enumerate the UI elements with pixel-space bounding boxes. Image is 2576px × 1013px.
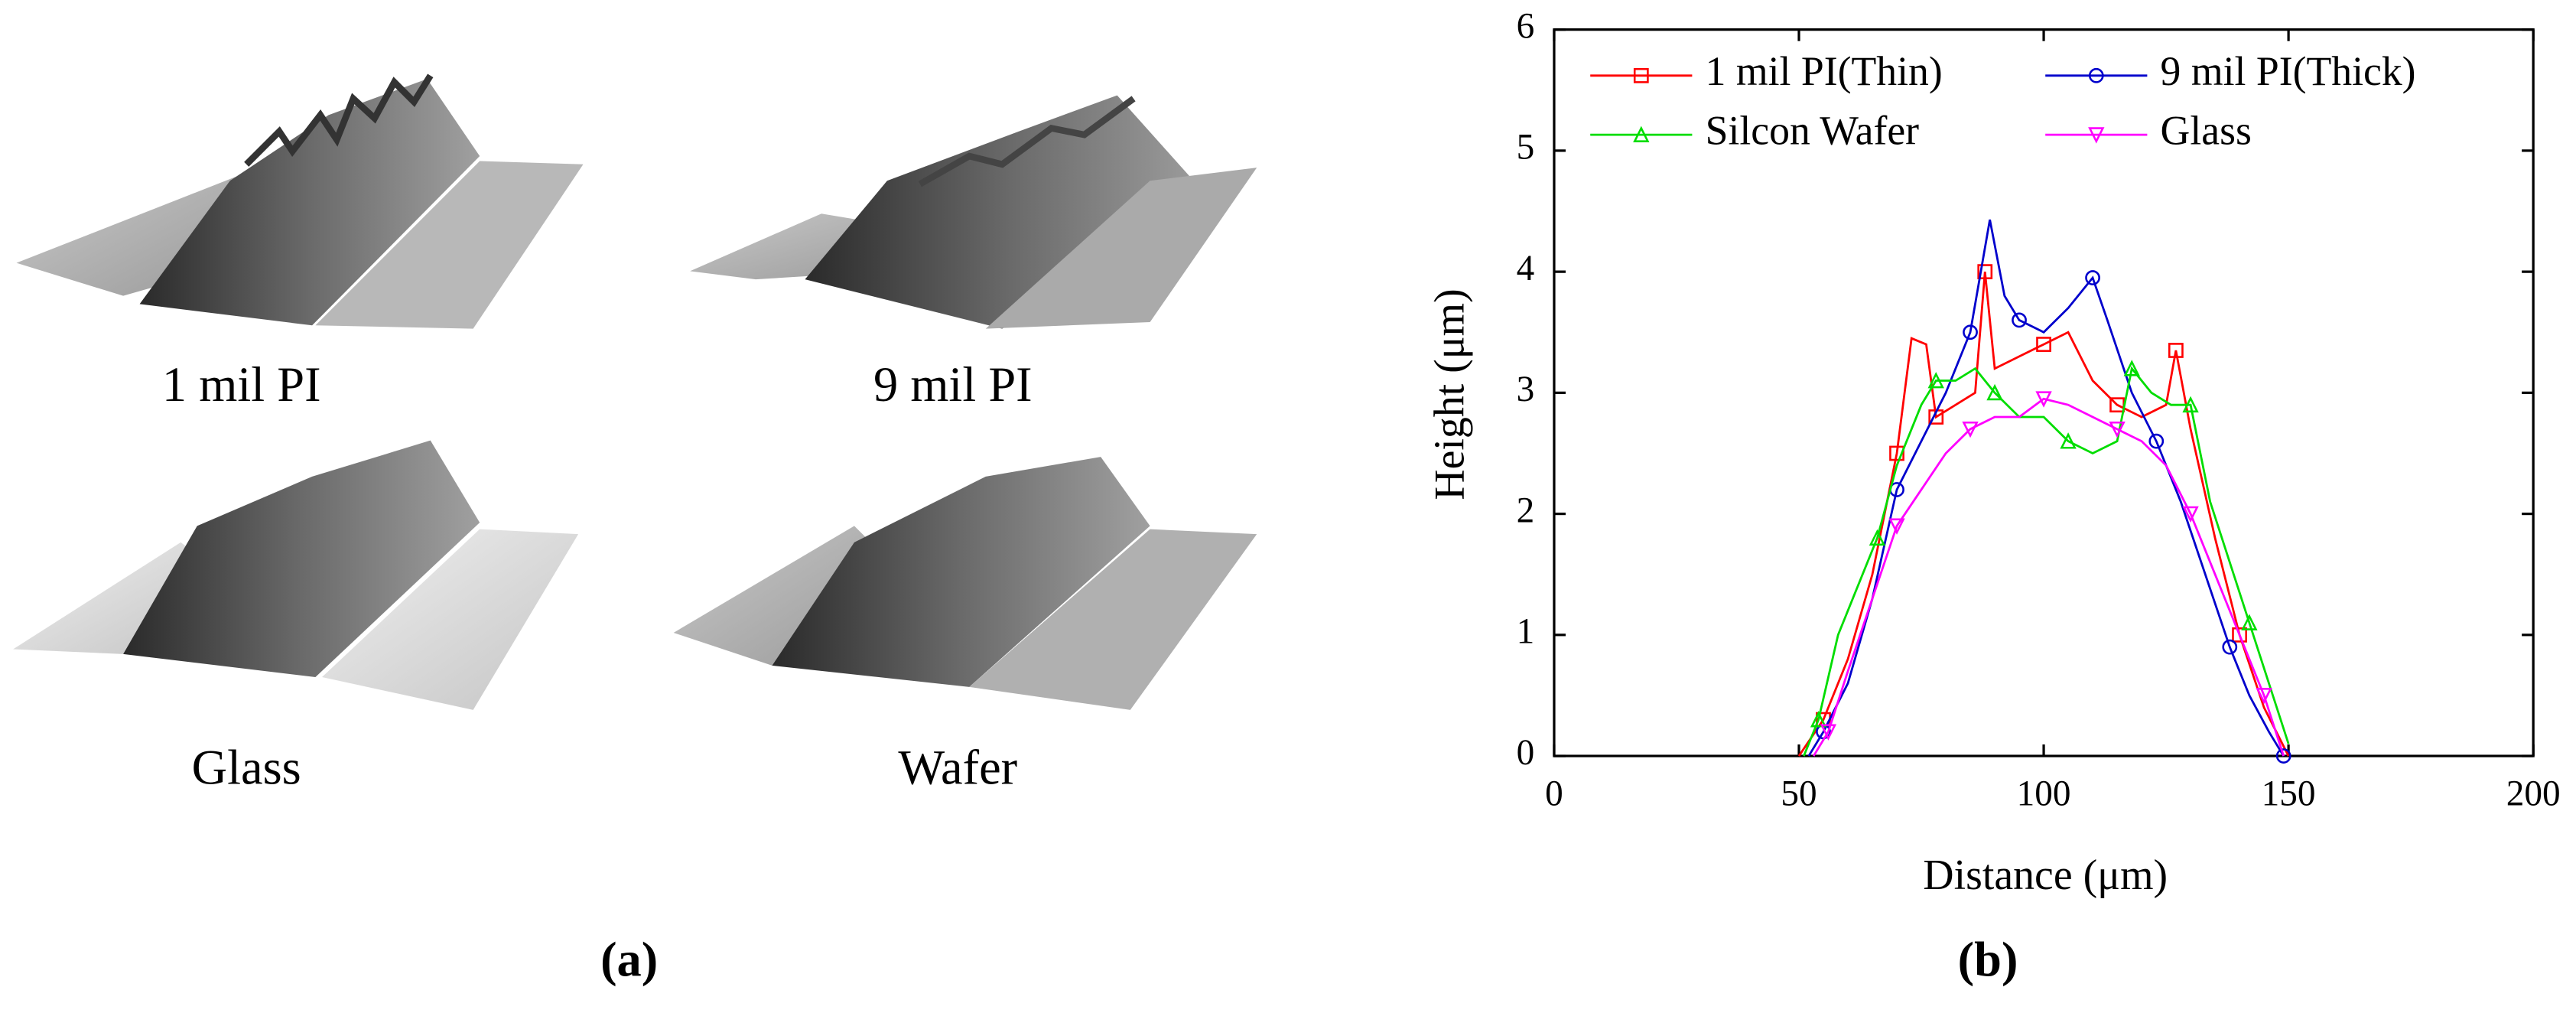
marker <box>2182 506 2199 523</box>
x-tick-label: 50 <box>1781 774 1817 814</box>
series-line <box>1797 271 2290 757</box>
legend-label: Silcon Wafer <box>1706 107 1920 153</box>
marker <box>2256 688 2272 705</box>
marker <box>1869 529 1886 546</box>
x-tick-label: 0 <box>1545 774 1563 814</box>
marker <box>1986 383 2003 401</box>
x-tick-label: 100 <box>2017 774 2071 814</box>
caption: (b) <box>1958 933 2018 987</box>
marker <box>2123 360 2140 376</box>
y-axis-label: Height (μm) <box>1426 288 1474 500</box>
y-tick-label: 3 <box>1517 370 1535 409</box>
marker <box>2232 627 2247 643</box>
marker <box>1889 445 1904 461</box>
marker <box>2241 614 2258 630</box>
series-line <box>1807 219 2285 757</box>
marker <box>1888 518 1905 535</box>
y-tick-label: 2 <box>1517 490 1535 530</box>
legend-label: 9 mil PI(Thick) <box>2161 48 2416 94</box>
x-tick-label: 150 <box>2262 774 2316 814</box>
y-tick-label: 4 <box>1517 249 1535 288</box>
x-tick-label: 200 <box>2506 774 2561 814</box>
series-line <box>1813 397 2285 757</box>
series-line <box>1803 366 2290 757</box>
y-tick-label: 1 <box>1517 612 1535 652</box>
marker <box>1810 711 1827 728</box>
marker <box>1927 372 1944 389</box>
marker <box>2168 343 2184 358</box>
marker <box>1962 421 1979 438</box>
marker <box>1977 264 1993 280</box>
y-tick-label: 0 <box>1517 733 1535 773</box>
caption: (a) <box>600 933 658 987</box>
marker <box>2148 433 2165 449</box>
marker <box>2222 639 2238 655</box>
legend-label: 1 mil PI(Thin) <box>1706 48 1943 94</box>
marker <box>2275 748 2291 764</box>
panel-label: Wafer <box>898 740 1017 794</box>
x-axis-label: Distance (μm) <box>1923 852 2168 899</box>
legend-entry: 1 mil PI(Thin) <box>1590 48 1943 94</box>
surface-images <box>13 73 1257 710</box>
marker <box>2060 432 2077 449</box>
legend-label: Glass <box>2161 107 2252 153</box>
panel-label: Glass <box>192 740 301 794</box>
panel-label: 1 mil PI <box>162 357 321 412</box>
marker <box>1820 724 1837 741</box>
marker <box>2036 337 2051 352</box>
y-tick-label: 5 <box>1517 128 1535 168</box>
legend-entry: 9 mil PI(Thick) <box>2045 48 2416 94</box>
marker <box>2088 67 2104 83</box>
marker <box>2035 391 2052 408</box>
marker <box>2085 270 2100 285</box>
marker <box>1633 67 1649 83</box>
marker <box>1633 125 1650 143</box>
marker <box>2182 396 2199 413</box>
y-tick-label: 6 <box>1517 7 1535 47</box>
marker <box>2012 312 2027 328</box>
legend-entry: Glass <box>2045 107 2252 153</box>
marker <box>2088 127 2105 144</box>
marker <box>2109 421 2126 438</box>
marker <box>1963 324 1978 340</box>
legend-entry: Silcon Wafer <box>1590 107 1919 153</box>
panel-label: 9 mil PI <box>873 357 1033 412</box>
